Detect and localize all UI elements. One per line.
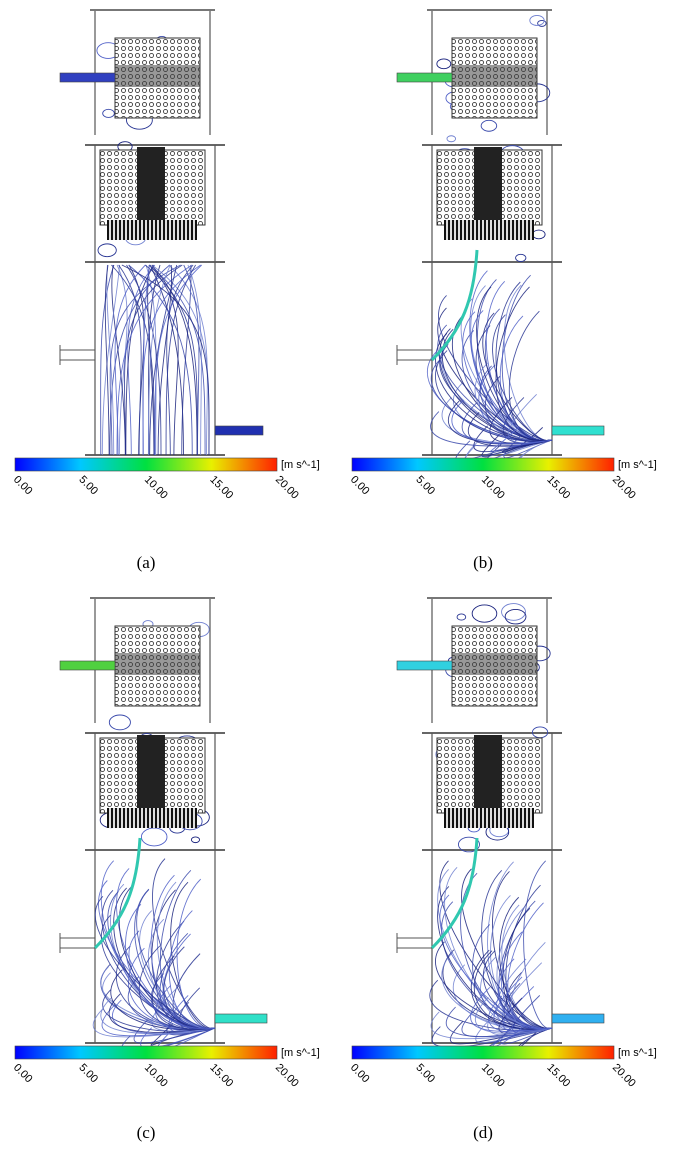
vortex <box>447 136 456 142</box>
streamline <box>502 275 552 440</box>
colorbar-tick-label: 5.00 <box>413 1062 437 1086</box>
colorbar <box>352 1046 614 1059</box>
colorbar-tick-label: 20.00 <box>273 474 301 502</box>
colorbar-tick-label: 0.00 <box>348 474 372 498</box>
streamline <box>496 282 552 441</box>
tube-core <box>474 735 502 815</box>
streamline <box>169 911 215 1029</box>
colorbar-unit: [m s^-1] <box>618 1047 657 1059</box>
inlet-pipe <box>397 345 432 365</box>
outlet-pipe <box>215 1014 267 1023</box>
streamline <box>438 869 552 1028</box>
vortex <box>457 614 466 620</box>
vortex <box>516 254 526 261</box>
outlet-pipe <box>215 426 263 435</box>
vortex <box>481 120 497 131</box>
colorbar-tick-label: 10.00 <box>479 1062 507 1090</box>
colorbar-tick-label: 5.00 <box>76 1062 100 1086</box>
panel: [m s^-1] 0.00 5.00 10.00 15.00 20.00 (c) <box>11 598 320 1142</box>
colorbar-tick-label: 10.00 <box>142 474 170 502</box>
streamline <box>493 315 552 441</box>
tube-core <box>452 65 537 87</box>
colorbar-tick-label: 15.00 <box>207 474 235 502</box>
vortex <box>109 715 130 730</box>
colorbar-tick-label: 15.00 <box>544 474 572 502</box>
panel: [m s^-1] 0.00 5.00 10.00 15.00 20.00 (b) <box>348 10 657 572</box>
colorbar-tick-label: 10.00 <box>479 474 507 502</box>
panel-label: (d) <box>473 1123 493 1142</box>
vortex <box>472 605 497 622</box>
streamline <box>177 879 215 1028</box>
colorbar-tick-label: 0.00 <box>11 1062 35 1086</box>
vortex <box>141 828 167 846</box>
inlet-pipe <box>60 661 115 670</box>
colorbar-unit: [m s^-1] <box>281 459 320 471</box>
colorbar-tick-label: 5.00 <box>413 474 437 498</box>
vortex <box>437 59 451 69</box>
inlet-pipe <box>60 933 95 953</box>
outlet-pipe <box>552 426 604 435</box>
streamline <box>442 329 552 441</box>
colorbar-tick-label: 10.00 <box>142 1062 170 1090</box>
panel-label: (b) <box>473 553 493 572</box>
fin-row <box>107 220 197 240</box>
tube-core <box>115 653 200 675</box>
streamline <box>119 265 142 455</box>
colorbar-unit: [m s^-1] <box>618 459 657 471</box>
streamline <box>524 861 552 1029</box>
colorbar-tick-label: 0.00 <box>11 474 35 498</box>
colorbar <box>15 1046 277 1059</box>
vortex <box>191 837 199 843</box>
panel: [m s^-1] 0.00 5.00 10.00 15.00 20.00 (a) <box>11 10 320 572</box>
figure: [m s^-1]0.005.0010.0015.0020.00(a)[m s^-… <box>0 0 677 1153</box>
colorbar-tick-label: 5.00 <box>76 474 100 498</box>
fin-row <box>107 808 197 828</box>
panel: [m s^-1] 0.00 5.00 10.00 15.00 20.00 (d) <box>348 598 657 1142</box>
tube-core <box>474 147 502 227</box>
streamline <box>509 311 552 441</box>
colorbar-tick-label: 15.00 <box>207 1062 235 1090</box>
panel-label: (a) <box>137 553 156 572</box>
inlet-pipe <box>397 661 452 670</box>
inlet-pipe <box>397 933 432 953</box>
streamline <box>438 325 552 441</box>
inlet-pipe <box>60 345 95 365</box>
tube-core <box>115 65 200 87</box>
fin-row <box>444 808 534 828</box>
colorbar-unit: [m s^-1] <box>281 1047 320 1059</box>
vortex <box>98 244 116 257</box>
colorbar-tick-label: 15.00 <box>544 1062 572 1090</box>
colorbar <box>15 458 277 471</box>
vortex <box>103 109 115 117</box>
colorbar-tick-label: 20.00 <box>610 1062 638 1090</box>
inlet-pipe <box>60 73 115 82</box>
vortex <box>533 230 546 239</box>
fin-row <box>444 220 534 240</box>
colorbar-tick-label: 0.00 <box>348 1062 372 1086</box>
tube-core <box>452 653 537 675</box>
colorbar <box>352 458 614 471</box>
inlet-pipe <box>397 73 452 82</box>
tube-core <box>137 735 165 815</box>
colorbar-tick-label: 20.00 <box>273 1062 301 1090</box>
jet <box>432 838 477 948</box>
colorbar-tick-label: 20.00 <box>610 474 638 502</box>
streamline <box>483 313 552 441</box>
tube-core <box>137 147 165 227</box>
outlet-pipe <box>552 1014 604 1023</box>
panel-label: (c) <box>137 1123 156 1142</box>
